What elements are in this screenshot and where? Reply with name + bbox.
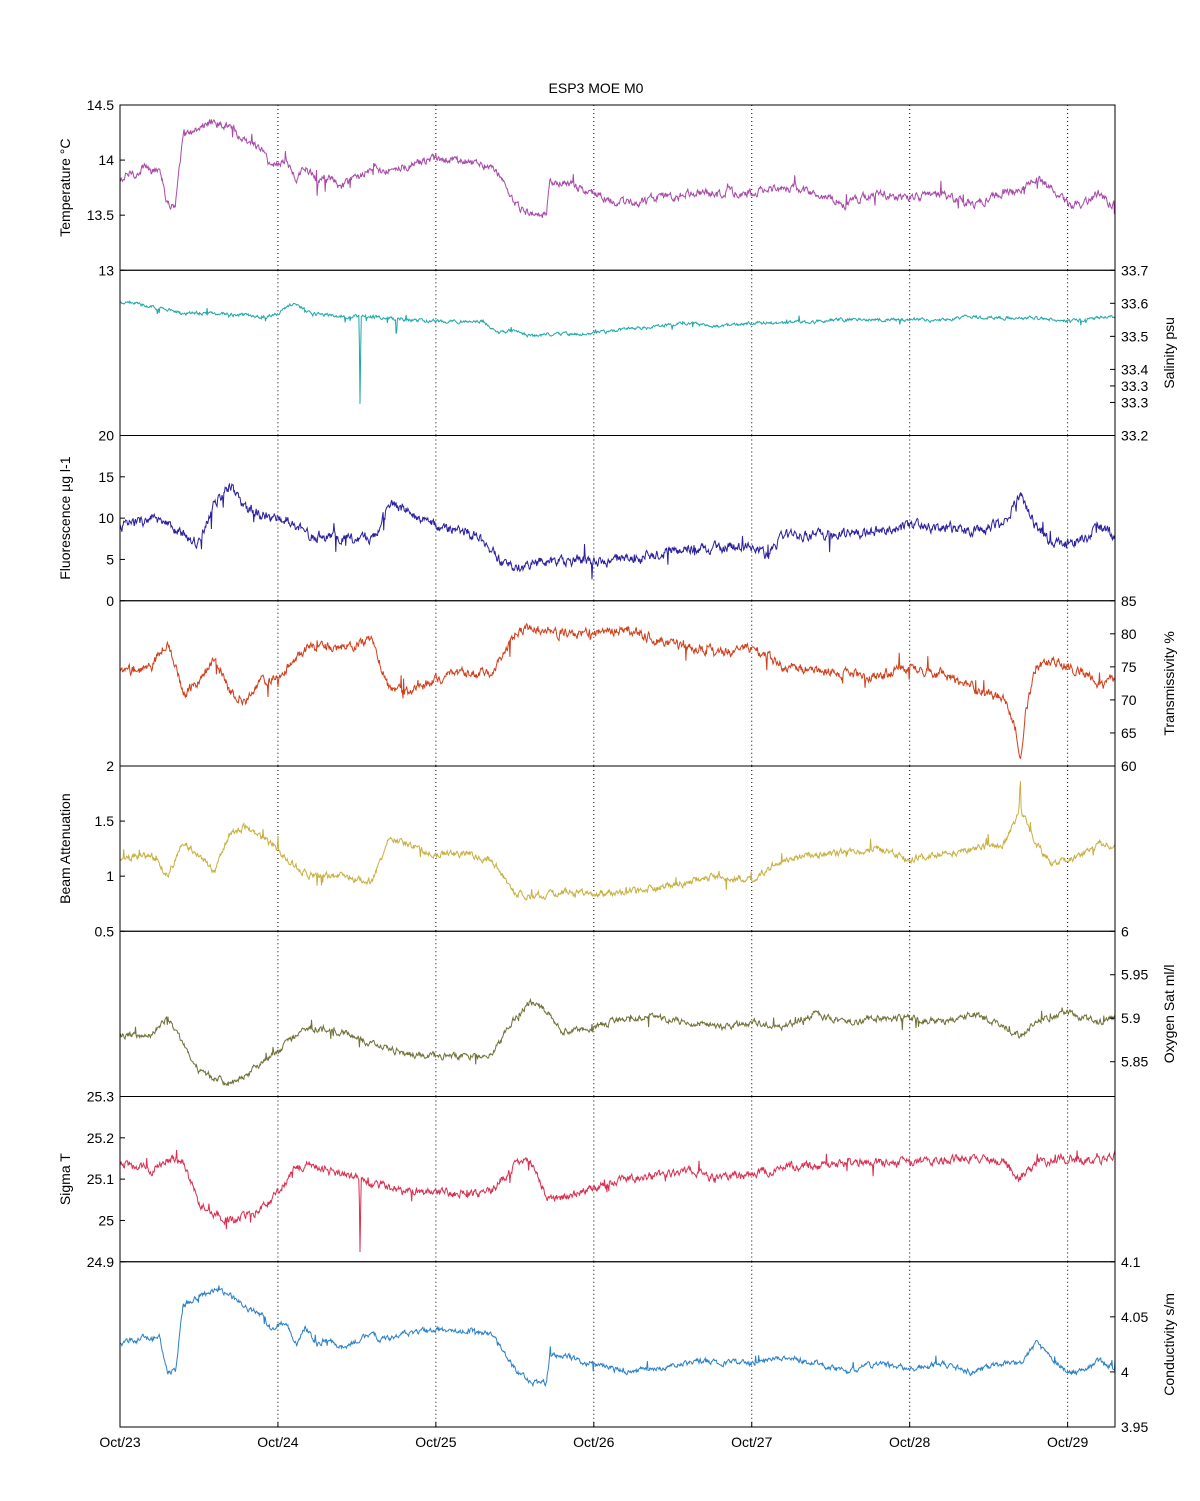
panel-frame	[119, 104, 1116, 271]
y-tick-label: 33.7	[1121, 262, 1148, 278]
y-tick-label: 13.5	[87, 207, 114, 223]
y-tick-label: 33.3	[1121, 378, 1148, 394]
y-tick-label: 1.5	[95, 813, 115, 829]
panel-beam-attenuation: 0.5 1 1.5 2 Beam Attenuation	[57, 758, 1116, 939]
x-tick-label: Oct/26	[573, 1434, 614, 1450]
panel-oxygen-sat: 5.85 5.9 5.95 6 Oxygen Sat ml/l	[119, 923, 1177, 1097]
panel-frame	[119, 1261, 1116, 1428]
y-tick-label: 6	[1121, 923, 1129, 939]
panel-frame	[119, 600, 1116, 767]
y-tick-label: 0.5	[95, 923, 115, 939]
y-tick-label: 33.2	[1121, 428, 1148, 444]
panel-frame	[119, 765, 1116, 932]
series-line-transmissivity	[119, 622, 1116, 760]
y-tick-label: 25.2	[87, 1130, 114, 1146]
y-tick-label: 70	[1121, 692, 1137, 708]
series-line-fluorescence	[119, 482, 1116, 580]
y-tick-label: 2	[106, 758, 114, 774]
panel-conductivity: 3.95 4 4.05 4.1 Conductivity s/m	[119, 1254, 1177, 1435]
y-tick-label: 20	[98, 428, 114, 444]
y-tick-label: 80	[1121, 626, 1137, 642]
series-line-conductivity	[119, 1285, 1116, 1388]
y-tick-label: 5.95	[1121, 967, 1148, 983]
y-tick-label: 5.85	[1121, 1054, 1148, 1070]
y-tick-label: 14.5	[87, 97, 114, 113]
y-tick-label: 4.05	[1121, 1309, 1148, 1325]
y-tick-label: 33.4	[1121, 361, 1148, 377]
panel-temperature: 13 13.5 14 14.5 Temperature °C	[57, 97, 1116, 278]
y-tick-label: 60	[1121, 758, 1137, 774]
y-tick-label: 10	[98, 510, 114, 526]
panel-sigma-t: 24.9 25 25.1 25.2 25.3 Sigma T	[57, 1089, 1116, 1270]
y-axis-label: Oxygen Sat ml/l	[1161, 964, 1177, 1063]
y-tick-label: 5.9	[1121, 1010, 1141, 1026]
y-tick-label: 4.1	[1121, 1254, 1141, 1270]
panel-transmissivity: 60 65 70 75 80 85 Transmissivity %	[119, 593, 1177, 774]
x-tick-label: Oct/28	[889, 1434, 930, 1450]
y-tick-label: 14	[98, 152, 114, 168]
figure-title: ESP3 MOE M0	[549, 80, 644, 96]
y-tick-label: 4	[1121, 1364, 1129, 1380]
x-tick-label: Oct/23	[99, 1434, 140, 1450]
y-tick-label: 75	[1121, 659, 1137, 675]
x-tick-label: Oct/24	[257, 1434, 298, 1450]
y-tick-label: 5	[106, 551, 114, 567]
y-tick-label: 85	[1121, 593, 1137, 609]
panel-frame	[119, 269, 1116, 436]
y-tick-label: 24.9	[87, 1254, 114, 1270]
y-axis-label: Beam Attenuation	[57, 793, 73, 904]
x-tick-label: Oct/25	[415, 1434, 456, 1450]
y-axis-label: Sigma T	[57, 1153, 73, 1205]
series-line-temperature	[119, 119, 1116, 219]
series-line-salinity	[119, 300, 1116, 404]
y-tick-label: 33.6	[1121, 295, 1148, 311]
y-axis-label: Temperature °C	[57, 139, 73, 237]
y-tick-label: 25	[98, 1212, 114, 1228]
x-tick-label: Oct/27	[731, 1434, 772, 1450]
y-tick-label: 33.3	[1121, 394, 1148, 410]
y-tick-label: 0	[106, 593, 114, 609]
x-axis-tick-labels: Oct/23 Oct/24 Oct/25 Oct/26 Oct/27 Oct/28 Oct/…	[99, 1422, 1088, 1450]
y-axis-label: Fluorescence µg l-1	[57, 456, 73, 579]
x-tick-label: Oct/29	[1047, 1434, 1088, 1450]
panel-fluorescence: 0 5 10 15 20 Fluorescence µg l-1	[57, 428, 1116, 609]
y-tick-label: 15	[98, 469, 114, 485]
y-tick-label: 25.1	[87, 1171, 114, 1187]
y-axis-label: Conductivity s/m	[1161, 1293, 1177, 1396]
y-tick-label: 65	[1121, 725, 1137, 741]
series-line-beam-attenuation	[119, 781, 1116, 901]
y-axis-label: Salinity psu	[1161, 317, 1177, 389]
y-tick-label: 3.95	[1121, 1419, 1148, 1435]
y-tick-label: 1	[106, 868, 114, 884]
y-tick-label: 25.3	[87, 1089, 114, 1105]
y-axis-label: Transmissivity %	[1161, 631, 1177, 736]
y-tick-label: 33.5	[1121, 328, 1148, 344]
y-tick-label: 13	[98, 262, 114, 278]
series-line-oxygen-sat	[119, 997, 1116, 1087]
series-line-sigma-t	[119, 1149, 1116, 1253]
panel-frame	[119, 930, 1116, 1097]
